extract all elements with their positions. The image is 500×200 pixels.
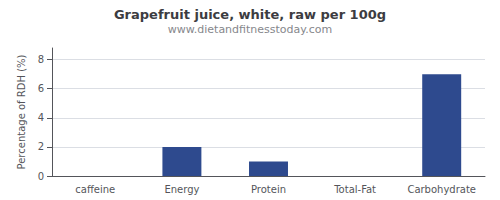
svg-text:4: 4 (38, 112, 44, 123)
svg-text:6: 6 (38, 83, 44, 94)
svg-text:8: 8 (38, 54, 44, 65)
svg-text:caffeine: caffeine (75, 184, 115, 195)
svg-text:0: 0 (38, 171, 44, 182)
svg-text:Carbohydrate: Carbohydrate (407, 184, 476, 195)
svg-text:Energy: Energy (164, 184, 199, 195)
svg-text:Grapefruit juice, white, raw p: Grapefruit juice, white, raw per 100g (114, 7, 386, 22)
svg-text:Percentage of RDH (%): Percentage of RDH (%) (16, 54, 27, 169)
svg-text:www.dietandfitnesstoday.com: www.dietandfitnesstoday.com (168, 23, 332, 36)
svg-text:Total-Fat: Total-Fat (333, 184, 376, 195)
svg-text:Protein: Protein (251, 184, 286, 195)
svg-text:2: 2 (38, 141, 44, 152)
